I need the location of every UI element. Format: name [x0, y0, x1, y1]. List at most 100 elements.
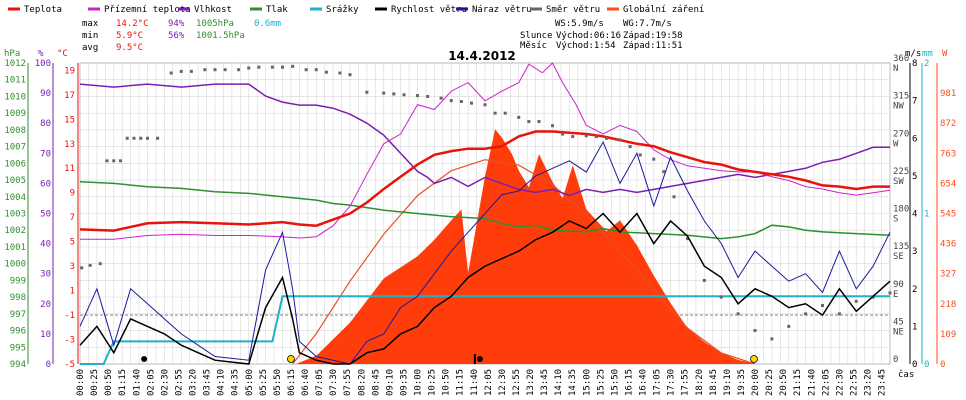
radiation-tick: 545: [940, 210, 956, 220]
radiation-tick: 654: [940, 179, 956, 189]
x-tick: 10:50: [442, 369, 452, 396]
direction-point: [314, 68, 318, 72]
stats-min-press: 1001.5hPa: [196, 31, 245, 41]
direction-tick: 45: [893, 317, 904, 327]
direction-tick: 270: [893, 129, 909, 139]
direction-tick: 360: [893, 54, 909, 64]
direction-tick: NW: [893, 102, 904, 112]
temp-tick: 9: [70, 189, 75, 199]
direction-point: [98, 262, 102, 266]
wind-speed-info: WS:5.9m/s: [555, 19, 604, 29]
direction-point: [125, 136, 129, 140]
x-tick: 09:35: [399, 369, 409, 396]
x-tick: 22:55: [849, 369, 859, 396]
direction-point: [338, 71, 342, 75]
direction-tick: 225: [893, 167, 909, 177]
direction-point: [618, 138, 622, 142]
x-tick: 08:45: [371, 369, 381, 396]
wind-unit: m/s: [905, 49, 921, 59]
x-tick: 11:40: [470, 369, 480, 396]
wind-tick: 0: [912, 360, 917, 370]
x-tick: 01:40: [132, 369, 142, 396]
gust-line: [79, 140, 891, 365]
direction-point: [787, 324, 791, 328]
x-tick: 11:15: [456, 369, 466, 396]
x-tick: 20:50: [779, 369, 789, 396]
radiation-tick: 327: [940, 270, 956, 280]
stats-min-hum: 56%: [168, 31, 185, 41]
pressure-tick: 1001: [4, 243, 26, 253]
direction-point: [105, 159, 109, 163]
direction-point: [392, 92, 396, 96]
stats-max-label: max: [82, 19, 99, 29]
legend-label: Srážky: [326, 5, 359, 15]
x-tick: 00:00: [76, 369, 86, 396]
radiation-tick: 218: [940, 300, 956, 310]
rain-tick: 0: [924, 360, 929, 370]
x-tick: 02:55: [174, 369, 184, 396]
temp-tick: 17: [64, 91, 75, 101]
x-tick: 17:30: [667, 369, 677, 396]
direction-point: [483, 103, 487, 107]
direction-point: [517, 115, 521, 119]
direction-point: [503, 111, 507, 115]
legend: Teplota Přízemní teplota Vlhkost Tlak Srážky…: [8, 5, 704, 15]
x-tick: 02:30: [160, 369, 170, 396]
direction-point: [132, 136, 136, 140]
direction-point: [804, 312, 808, 316]
direction-point: [112, 159, 116, 163]
x-tick: 22:30: [835, 369, 845, 396]
pressure-tick: 996: [10, 327, 26, 337]
direction-point: [119, 159, 122, 163]
x-tick: 00:25: [90, 369, 100, 396]
x-tick: 18:45: [709, 369, 719, 396]
x-tick: 19:35: [737, 369, 747, 396]
direction-point: [348, 73, 352, 77]
wind-tick: 8: [912, 59, 917, 69]
pressure-unit: hPa: [4, 49, 20, 59]
direction-point: [470, 101, 473, 105]
pressure-tick: 1006: [4, 159, 26, 169]
wind-tick: 3: [912, 247, 917, 257]
sun-moon-info: WS:5.9m/s WG:7.7m/s Slunce Východ:06:16 Zápa…: [520, 19, 683, 51]
humidity-tick: 10: [40, 330, 51, 340]
direction-point: [584, 134, 588, 138]
x-tick: 09:10: [385, 369, 395, 396]
sun-marker: [287, 355, 295, 363]
pressure-tick: 997: [10, 310, 26, 320]
pressure-tick: 1003: [4, 210, 26, 220]
direction-point: [854, 299, 858, 303]
x-tick: 14:10: [554, 369, 564, 396]
temp-tick: 15: [64, 115, 75, 125]
pressure-line: [79, 180, 891, 240]
direction-point: [719, 295, 723, 299]
pressure-tick: 995: [10, 343, 26, 353]
legend-label: Vlhkost: [194, 5, 232, 15]
humidity-tick: 60: [40, 179, 51, 189]
direction-point: [304, 68, 308, 72]
direction-tick: W: [893, 139, 899, 149]
x-tick: 08:20: [357, 369, 367, 396]
direction-point: [439, 96, 443, 100]
x-tick: 02:05: [146, 369, 156, 396]
humidity-tick: 30: [40, 270, 51, 280]
direction-point: [449, 99, 453, 103]
x-tick: 01:15: [118, 369, 128, 396]
pressure-tick: 999: [10, 276, 26, 286]
wind-tick: 1: [912, 322, 917, 332]
x-tick: 07:30: [329, 369, 339, 396]
direction-point: [426, 94, 430, 98]
humidity-tick: 50: [40, 210, 51, 220]
direction-tick: SE: [893, 252, 904, 262]
direction-point: [382, 91, 386, 95]
humidity-tick: 0: [46, 360, 51, 370]
humidity-tick: 90: [40, 89, 51, 99]
wind-tick: 5: [912, 172, 917, 182]
temp-tick: 11: [64, 164, 75, 174]
direction-point: [753, 329, 757, 333]
wind-gust-info: WG:7.7m/s: [623, 19, 672, 29]
legend-label: Přízemní teplota: [104, 5, 191, 15]
direction-tick: SW: [893, 177, 904, 187]
direction-point: [837, 312, 841, 316]
